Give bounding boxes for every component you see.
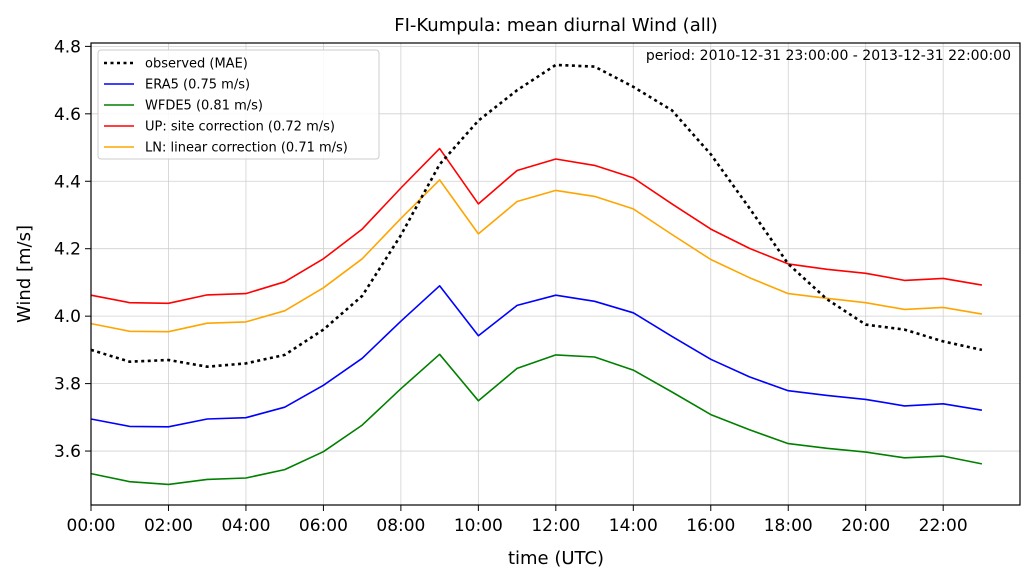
- legend-label: LN: linear correction (0.71 m/s): [145, 141, 348, 156]
- chart-title: FI-Kumpula: mean diurnal Wind (all): [394, 15, 718, 36]
- x-tick-label: 02:00: [144, 516, 193, 536]
- y-tick-label: 4.8: [54, 37, 81, 57]
- series-line-wfde5: [90, 353, 983, 486]
- legend-label: observed (MAE): [145, 57, 248, 72]
- y-tick-label: 4.6: [54, 105, 81, 125]
- x-tick-label: 12:00: [531, 516, 580, 536]
- y-tick-label: 4.4: [54, 172, 81, 192]
- series-line-ln: [90, 179, 983, 333]
- legend-label: ERA5 (0.75 m/s): [145, 78, 250, 93]
- axis-ticks: 00:00 02:00 04:00 06:00 08:00 10:00 12:00 14:00…: [54, 37, 968, 536]
- y-tick-label: 3.8: [54, 375, 81, 395]
- x-tick-label: 18:00: [764, 516, 813, 536]
- x-tick-label: 22:00: [919, 516, 968, 536]
- y-tick-label: 4.2: [54, 240, 81, 260]
- x-tick-label: 10:00: [454, 516, 503, 536]
- x-tick-label: 06:00: [299, 516, 348, 536]
- legend: observed (MAE) ERA5 (0.75 m/s) WFDE5 (0.81…: [97, 49, 380, 160]
- y-tick-label: 3.6: [54, 442, 81, 462]
- x-tick-label: 16:00: [686, 516, 735, 536]
- period-annotation: period: 2010-12-31 23:00:00 - 2013-12-31…: [646, 48, 1011, 64]
- series-line-observed: [90, 63, 983, 369]
- y-tick-label: 4.0: [54, 307, 81, 327]
- x-tick-label: 08:00: [376, 516, 425, 536]
- series-line-up: [90, 147, 983, 305]
- legend-label: UP: site correction (0.72 m/s): [145, 120, 335, 135]
- series-line-era5: [90, 284, 983, 428]
- x-tick-label: 20:00: [841, 516, 890, 536]
- x-tick-label: 04:00: [221, 516, 270, 536]
- legend-label: WFDE5 (0.81 m/s): [145, 99, 263, 114]
- y-axis-label: Wind [m/s]: [14, 225, 35, 323]
- x-tick-label: 00:00: [67, 516, 116, 536]
- x-axis-label: time (UTC): [508, 548, 604, 569]
- x-tick-label: 14:00: [609, 516, 658, 536]
- series-lines: [90, 63, 983, 486]
- legend-box: [97, 49, 380, 160]
